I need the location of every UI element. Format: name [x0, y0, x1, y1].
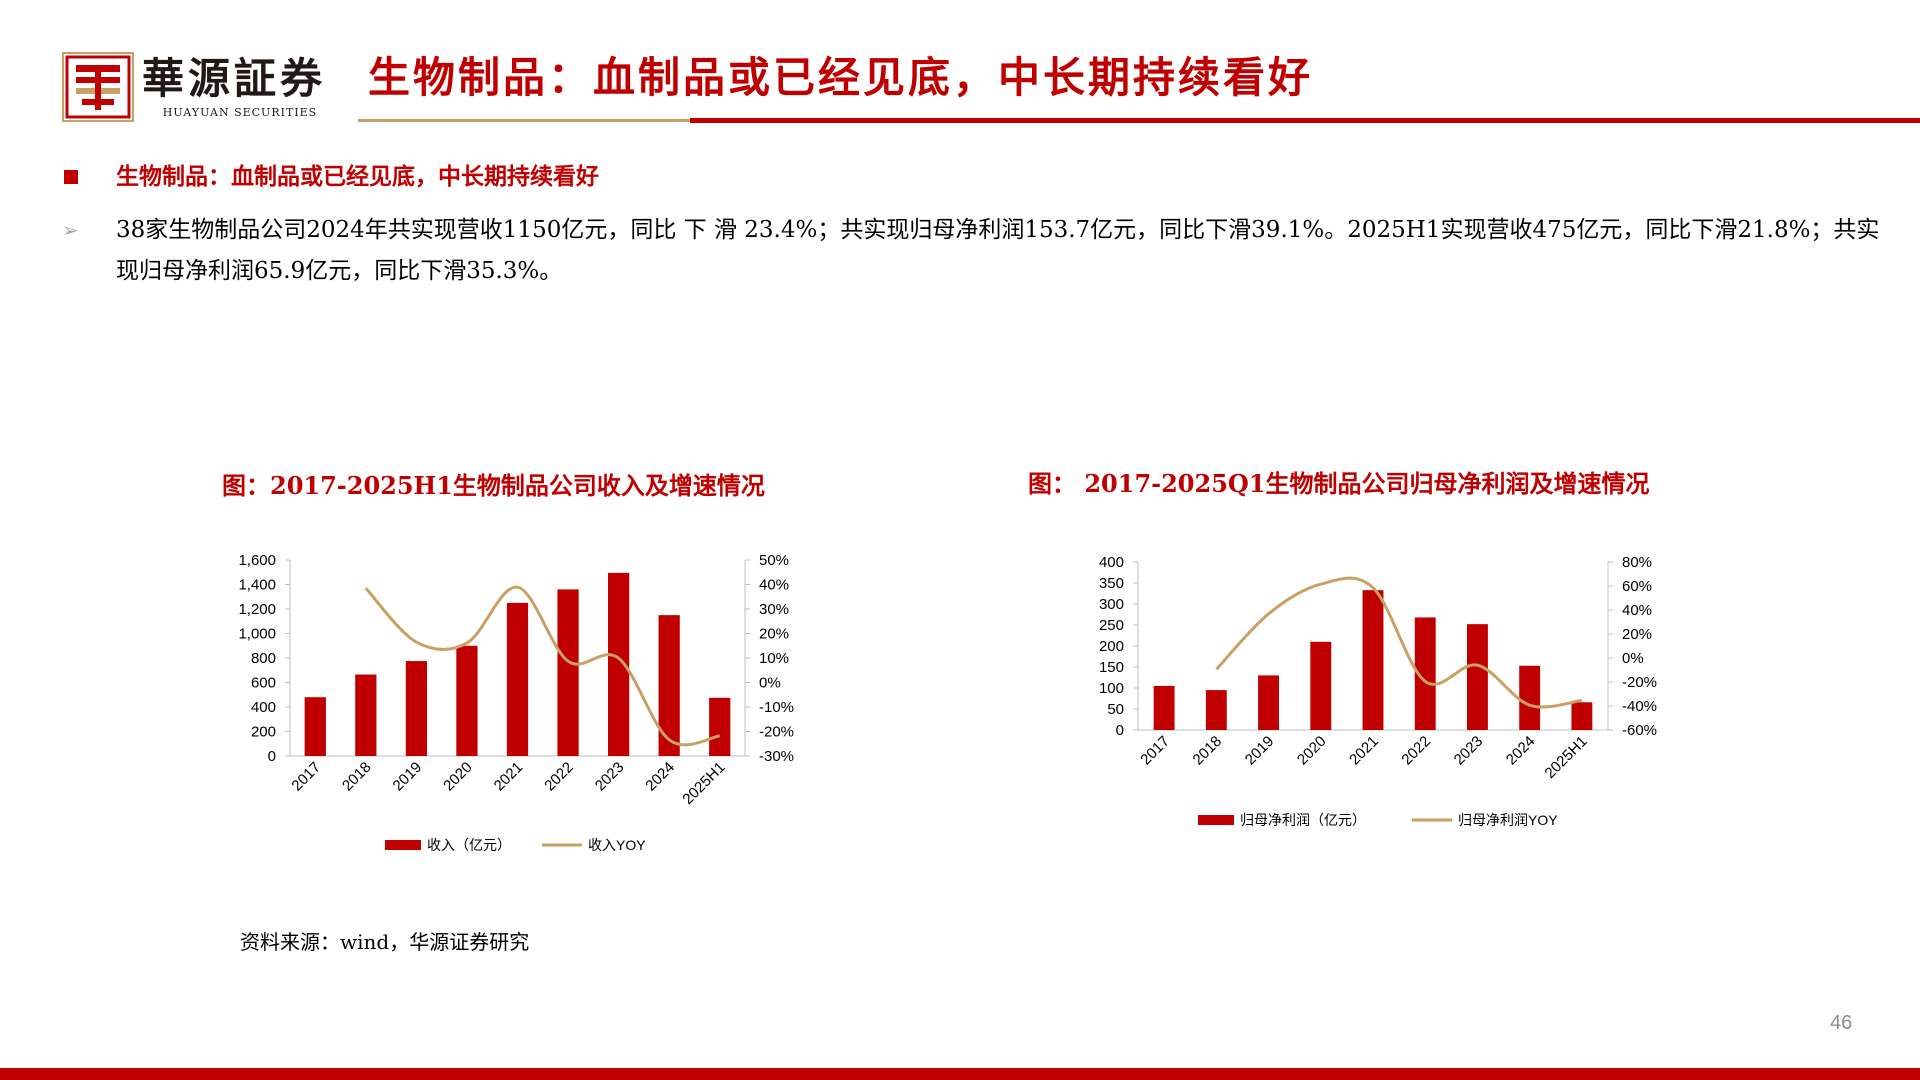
legend-label-line: 收入YOY	[588, 837, 646, 853]
y2-tick-label: 30%	[759, 601, 789, 618]
bar-2024	[658, 615, 680, 756]
y2-tick-label: 40%	[759, 577, 789, 594]
bar-2017	[1153, 685, 1175, 730]
y-tick-label: 1,200	[238, 601, 276, 618]
x-tick-label: 2021	[491, 759, 527, 795]
bar-2023	[607, 572, 630, 756]
bar-2021	[1362, 590, 1384, 730]
y-tick-label: 400	[251, 699, 276, 716]
section-heading: 生物制品：血制品或已经见底，中长期持续看好	[116, 163, 599, 190]
y2-tick-label: -10%	[759, 699, 794, 716]
x-tick-label: 2019	[390, 759, 426, 795]
bar-2019	[1258, 675, 1279, 730]
y2-tick-label: -30%	[759, 748, 794, 765]
x-tick-label: 2021	[1346, 733, 1382, 769]
bar-2025H1	[709, 697, 731, 756]
y-tick-label: 400	[1099, 554, 1124, 571]
bar-2023	[1467, 624, 1488, 730]
x-tick-label: 2018	[1190, 733, 1226, 769]
y-tick-label: 600	[251, 675, 276, 692]
x-tick-label: 2022	[541, 759, 577, 795]
summary-paragraph: 38家生物制品公司2024年共实现营收1150亿元，同比 下 滑 23.4%；共…	[116, 217, 1880, 284]
revenue-chart: 0 200 400 600 800 1,000 1,200 1,400 1,600 -30% -20…	[238, 552, 794, 853]
header-divider-red	[690, 118, 1920, 123]
net-profit-chart: 0 50 100 150 200 250 300 350 400 -60% -40% -20% 0% 20…	[1099, 554, 1657, 828]
x-tick-label: 2025H1	[679, 759, 728, 808]
y2-tick-label: 20%	[759, 626, 789, 643]
y-tick-label: 350	[1099, 575, 1124, 592]
y-tick-label: 1,000	[238, 626, 276, 643]
bar-2019	[405, 661, 428, 756]
bar-2020	[1310, 641, 1332, 730]
y-tick-label: 1,400	[238, 577, 276, 594]
x-tick-label: 2024	[1503, 733, 1539, 769]
bar-2021	[506, 602, 529, 756]
y-tick-label: 0	[268, 748, 276, 765]
y-tick-label: 200	[251, 724, 276, 741]
y2-tick-label: -40%	[1622, 698, 1657, 715]
arrow-bullet-icon: ➢	[62, 218, 79, 242]
x-tick-label: 2022	[1398, 733, 1434, 769]
y-tick-label: 800	[251, 650, 276, 667]
bar-2025H1	[1571, 702, 1593, 730]
x-tick-label: 2019	[1242, 733, 1278, 769]
footer-bar	[0, 1068, 1920, 1080]
x-tick-label: 2017	[288, 759, 324, 795]
y-tick-label: 0	[1116, 722, 1124, 739]
x-tick-label: 2020	[440, 759, 476, 795]
page-number: 46	[1830, 1012, 1853, 1034]
y-tick-label: 250	[1099, 617, 1124, 634]
x-tick-label: 2025H1	[1542, 733, 1591, 782]
huayuan-logo-icon	[62, 52, 134, 122]
y2-tick-label: -20%	[759, 724, 794, 741]
y2-tick-label: 20%	[1622, 626, 1652, 643]
x-tick-label: 2017	[1137, 733, 1173, 769]
x-tick-label: 2023	[1451, 733, 1487, 769]
y2-tick-label: 50%	[759, 552, 789, 569]
legend-swatch-bar	[385, 840, 421, 850]
bar-2024	[1519, 665, 1541, 730]
y-tick-label: 150	[1099, 659, 1124, 676]
x-tick-label: 2020	[1294, 733, 1330, 769]
bar-2018	[355, 674, 377, 756]
bar-2018	[1205, 690, 1227, 730]
y-tick-label: 50	[1107, 701, 1124, 718]
y-tick-label: 300	[1099, 596, 1124, 613]
section-bullet-icon	[64, 170, 78, 184]
source-note: 资料来源：wind，华源证券研究	[240, 930, 530, 954]
bar-2022	[557, 589, 579, 756]
y2-tick-label: 0%	[759, 675, 781, 692]
x-tick-label: 2023	[592, 759, 628, 795]
y2-tick-label: 80%	[1622, 554, 1652, 571]
y2-tick-label: -20%	[1622, 674, 1657, 691]
bar-2020	[456, 645, 478, 756]
chart1-title: 图：2017-2025H1生物制品公司收入及增速情况	[222, 471, 765, 500]
y-tick-label: 200	[1099, 638, 1124, 655]
brand-name-cn: 華源証券	[142, 54, 327, 103]
bar-2022	[1414, 617, 1436, 730]
y-tick-label: 1,600	[238, 552, 276, 569]
yoy-line	[1215, 576, 1583, 709]
y2-tick-label: 0%	[1622, 650, 1644, 667]
legend-label-bar: 归母净利润（亿元）	[1240, 812, 1366, 828]
y2-tick-label: 40%	[1622, 602, 1652, 619]
chart2-title: 图： 2017-2025Q1生物制品公司归母净利润及增速情况	[1028, 469, 1650, 498]
x-tick-label: 2018	[339, 759, 375, 795]
page-title: 生物制品：血制品或已经见底，中长期持续看好	[368, 53, 1314, 102]
bar-2017	[304, 697, 326, 756]
y2-tick-label: 10%	[759, 650, 789, 667]
brand-name-en: HUAYUAN SECURITIES	[162, 106, 318, 119]
y2-tick-label: -60%	[1622, 722, 1657, 739]
header-divider-gold	[358, 119, 690, 122]
legend-label-line: 归母净利润YOY	[1458, 812, 1558, 828]
y-tick-label: 100	[1099, 680, 1124, 697]
legend-swatch-bar	[1198, 815, 1234, 825]
legend-label-bar: 收入（亿元）	[427, 837, 511, 853]
yoy-line	[364, 585, 721, 747]
y2-tick-label: 60%	[1622, 578, 1652, 595]
x-tick-label: 2024	[642, 759, 678, 795]
